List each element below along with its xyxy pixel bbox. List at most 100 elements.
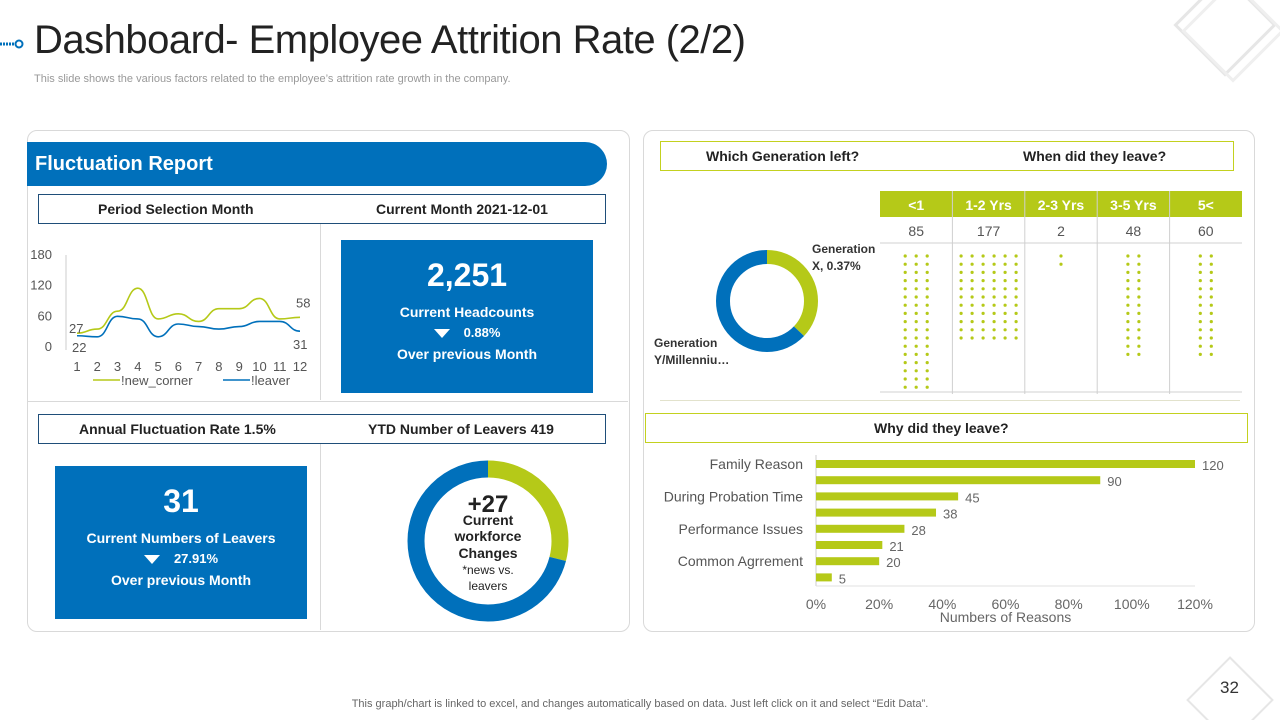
pictograph-dot xyxy=(1059,254,1063,258)
headcount-sub: Over previous Month xyxy=(396,346,538,362)
pictograph-dot xyxy=(970,270,974,274)
leavers-sub: Over previous Month xyxy=(110,572,252,588)
pictograph-dot xyxy=(914,377,918,381)
pictograph-dot xyxy=(970,328,974,332)
pictograph-dot xyxy=(1198,295,1202,299)
workforce-label-3: Changes xyxy=(458,545,518,561)
x-tick-label: 7 xyxy=(195,359,202,374)
pictograph-dot xyxy=(925,361,929,365)
pictograph-dot xyxy=(1209,295,1213,299)
pictograph-dot xyxy=(1198,328,1202,332)
left-panel-hdivider xyxy=(28,401,628,402)
x-tick-label: 5 xyxy=(154,359,161,374)
pictograph-dot xyxy=(925,328,929,332)
pictograph-dot xyxy=(1003,270,1007,274)
pictograph-dot xyxy=(1003,303,1007,307)
table-value-cell: 85 xyxy=(908,223,924,239)
leavers-label: Current Numbers of Leavers xyxy=(86,530,276,546)
period-selection-bar: Period Selection Month Current Month 202… xyxy=(38,194,606,224)
pictograph-dot xyxy=(925,295,929,299)
x-tick-label: 120% xyxy=(1177,596,1213,612)
pictograph-dot xyxy=(1198,287,1202,291)
x-tick-label: 80% xyxy=(1055,596,1083,612)
pictograph-dot xyxy=(914,385,918,389)
workforce-donut-chart xyxy=(407,460,569,622)
pictograph-dot xyxy=(925,377,929,381)
pictograph-dot xyxy=(1137,320,1141,324)
title-connector-icon xyxy=(0,36,24,49)
pictograph-dot xyxy=(1003,295,1007,299)
workforce-value: +27 xyxy=(467,491,509,518)
pictograph-dot xyxy=(970,320,974,324)
pictograph-dot xyxy=(1014,295,1018,299)
pictograph-dot xyxy=(970,279,974,283)
pictograph-dot xyxy=(903,369,907,373)
pictograph-dot xyxy=(992,287,996,291)
pictograph-dot xyxy=(1014,279,1018,283)
down-triangle-icon xyxy=(433,329,450,339)
pictograph-dot xyxy=(1137,254,1141,258)
pictograph-dot xyxy=(914,287,918,291)
data-label: 27 xyxy=(69,321,83,336)
x-axis-title: Numbers of Reasons xyxy=(940,609,1072,625)
pictograph-dot xyxy=(925,369,929,373)
headcount-change: 0.88% xyxy=(341,325,593,340)
footer-note: This graph/chart is linked to excel, and… xyxy=(351,698,929,710)
pictograph-dot xyxy=(1209,303,1213,307)
x-tick-label: 9 xyxy=(236,359,243,374)
table-value-cell: 2 xyxy=(1057,223,1065,239)
workforce-label-1: Current xyxy=(462,512,514,528)
pictograph-dot xyxy=(925,303,929,307)
tenure-table: <1 85 1-2 Yrs 177 2-3 Yrs 2 3-5 Yrs 48 5< 60 xyxy=(880,191,1242,394)
pictograph-dot xyxy=(903,303,907,307)
pictograph-dot xyxy=(1137,295,1141,299)
pictograph-dot xyxy=(925,279,929,283)
pictograph-dot xyxy=(925,336,929,340)
gen-x-label: Generation X, 0.37% xyxy=(812,241,875,275)
why-header: Why did they leave? xyxy=(874,420,1009,436)
workforce-note-2: leavers xyxy=(468,579,508,593)
data-label: 22 xyxy=(72,340,86,355)
pictograph-dot xyxy=(970,336,974,340)
pictograph-dot xyxy=(903,385,907,389)
pictograph-dot xyxy=(1209,270,1213,274)
pictograph-dot xyxy=(903,328,907,332)
pictograph-dot xyxy=(992,279,996,283)
pictograph-dot xyxy=(914,270,918,274)
pictograph-dot xyxy=(1137,303,1141,307)
pictograph-dot xyxy=(914,303,918,307)
category-label: Performance Issues xyxy=(679,521,804,537)
pictograph-dot xyxy=(981,336,985,340)
pictograph-dot xyxy=(992,311,996,315)
pictograph-dot xyxy=(959,303,963,307)
x-tick-label: 4 xyxy=(134,359,141,374)
page-number: 32 xyxy=(1220,678,1239,697)
pictograph-dot xyxy=(1198,352,1202,356)
reason-bar xyxy=(816,476,1101,485)
pictograph-dot xyxy=(1198,279,1202,283)
x-tick-label: 1 xyxy=(73,359,80,374)
pictograph-dot xyxy=(981,320,985,324)
pictograph-dot xyxy=(914,295,918,299)
gen-y-label-line1: Generation xyxy=(654,336,718,350)
left-panel-vdivider-top xyxy=(320,224,321,400)
donut-slice xyxy=(716,250,818,352)
pictograph-dot xyxy=(1137,311,1141,315)
headcount-value: 2,251 xyxy=(426,257,508,293)
pictograph-dot xyxy=(959,254,963,258)
page-subtitle: This slide shows the various factors rel… xyxy=(34,73,511,85)
pictograph-dot xyxy=(1198,344,1202,348)
leavers-value: 31 xyxy=(163,483,199,519)
when-header: When did they leave? xyxy=(1023,148,1167,164)
y-tick-label: 180 xyxy=(30,247,52,262)
legend-label: !leaver xyxy=(251,373,291,388)
pictograph-dot xyxy=(959,262,963,266)
page-title: Dashboard- Employee Attrition Rate (2/2) xyxy=(34,18,746,62)
pictograph-dot xyxy=(925,344,929,348)
pictograph-dot xyxy=(981,287,985,291)
bar-value-label: 5 xyxy=(839,571,846,586)
pictograph-dot xyxy=(981,279,985,283)
pictograph-dot xyxy=(1137,328,1141,332)
reason-bar xyxy=(816,492,959,501)
